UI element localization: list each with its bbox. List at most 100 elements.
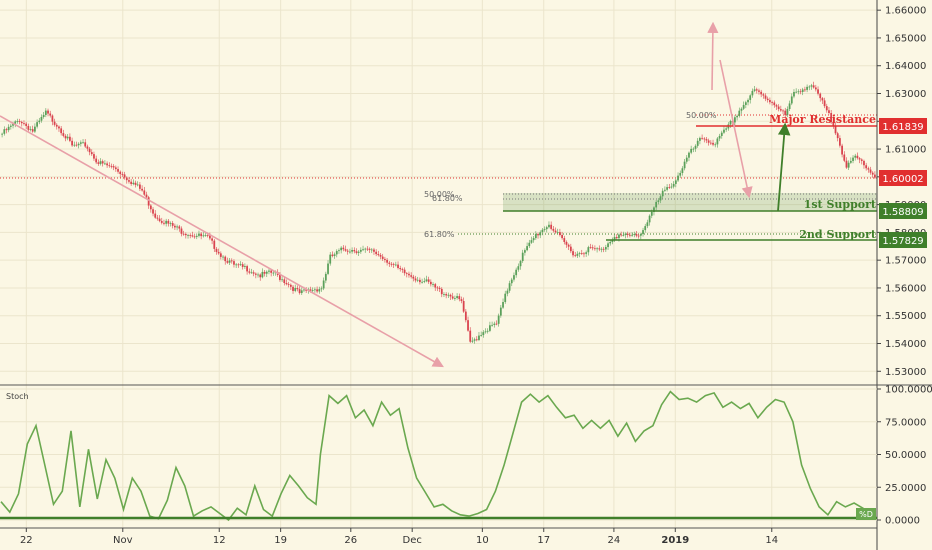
candle-body	[821, 98, 824, 101]
candle-body	[836, 133, 839, 139]
price-tick-label: 1.56000	[885, 283, 926, 294]
candle-body	[854, 155, 857, 158]
candle-body	[165, 220, 168, 224]
candle-body	[145, 194, 148, 198]
candle-body	[563, 238, 566, 242]
candle-body	[543, 229, 546, 230]
time-tick-label: 14	[765, 535, 778, 546]
candle-body	[3, 129, 6, 134]
candle-body	[104, 163, 106, 165]
candle-body	[285, 282, 288, 285]
candle-body	[685, 157, 688, 162]
candle-body	[644, 226, 647, 231]
candle-body	[707, 140, 710, 143]
price-tick-label: 1.55000	[885, 311, 926, 322]
candle-body	[749, 95, 752, 100]
candle-body	[429, 281, 432, 285]
candle-body	[163, 222, 165, 224]
candle-body	[810, 85, 813, 87]
candle-body	[674, 180, 677, 184]
candle-body	[548, 224, 550, 228]
candle-body	[246, 266, 248, 272]
candle-body	[62, 133, 65, 136]
candle-body	[438, 287, 441, 289]
candle-body	[705, 139, 708, 141]
candle-body	[578, 253, 581, 254]
candle-body	[64, 135, 67, 139]
candle-body	[736, 115, 738, 118]
candle-body	[567, 244, 570, 247]
candle-body	[379, 255, 382, 257]
candle-body	[449, 294, 452, 297]
candle-body	[799, 91, 802, 93]
candle-body	[123, 174, 126, 178]
candle-body	[198, 233, 200, 236]
candle-body	[416, 279, 419, 281]
candle-body	[405, 273, 408, 274]
candle-body	[716, 138, 719, 145]
candle-body	[346, 250, 349, 252]
candle-body	[832, 122, 835, 126]
candle-body	[537, 234, 539, 236]
candle-body	[867, 168, 870, 170]
candle-body	[222, 256, 224, 258]
candle-body	[388, 262, 391, 264]
candle-body	[478, 335, 480, 340]
candle-body	[331, 254, 334, 256]
upswing-arrow	[707, 21, 719, 91]
candle-body	[110, 166, 113, 167]
candle-body	[399, 268, 402, 270]
candle-body	[432, 284, 434, 285]
candle-body	[559, 232, 561, 235]
candle-body	[128, 180, 130, 182]
candle-body	[620, 234, 623, 236]
candle-body	[812, 85, 815, 88]
candle-body	[7, 126, 10, 131]
candle-body	[528, 242, 531, 247]
candle-body	[335, 251, 338, 255]
candle-body	[742, 104, 745, 109]
candle-body	[79, 142, 82, 144]
support1-badge	[879, 203, 927, 219]
time-tick-label: 17	[537, 535, 550, 546]
candle-body	[51, 115, 54, 122]
candle-body	[394, 264, 397, 266]
candle-body	[31, 129, 34, 132]
candle-body	[244, 266, 246, 267]
candle-body	[147, 197, 150, 206]
candle-body	[464, 311, 467, 321]
time-tick-label: 19	[274, 535, 287, 546]
candle-body	[874, 174, 876, 178]
candle-body	[292, 286, 294, 291]
candlesticks	[1, 81, 876, 344]
candle-body	[156, 217, 159, 219]
candle-body	[359, 249, 362, 252]
candle-body	[40, 116, 43, 121]
candle-body	[283, 279, 286, 283]
candle-body	[427, 279, 430, 282]
candle-body	[101, 161, 104, 164]
candle-body	[366, 248, 369, 250]
candle-body	[296, 288, 299, 290]
candle-body	[554, 230, 557, 233]
candle-body	[5, 129, 8, 131]
candle-body	[58, 126, 60, 129]
candle-body	[77, 143, 80, 146]
candle-body	[753, 89, 756, 91]
stoch-tick-label: 100.0000	[885, 385, 932, 396]
candle-body	[604, 247, 607, 250]
candle-body	[484, 331, 487, 333]
candle-body	[734, 117, 736, 123]
candle-body	[480, 335, 483, 336]
price-badges: 1.61839 1.60002 1.58809 1.57829	[879, 118, 927, 248]
candle-body	[178, 226, 181, 229]
candle-body	[740, 108, 743, 111]
candle-body	[316, 289, 318, 292]
candle-body	[852, 157, 854, 161]
candle-body	[425, 279, 428, 282]
candle-body	[769, 100, 771, 103]
candle-body	[714, 144, 717, 146]
candle-body	[368, 248, 371, 250]
candle-body	[793, 91, 795, 97]
time-tick-label: 10	[476, 535, 489, 546]
